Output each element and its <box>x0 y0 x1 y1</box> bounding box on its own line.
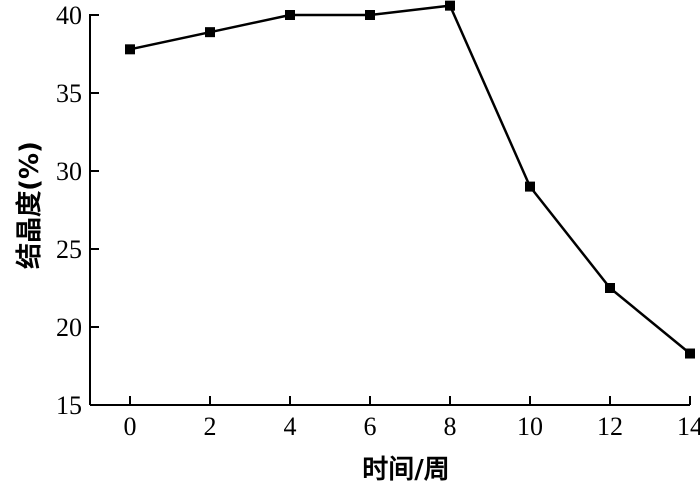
x-tick-label: 6 <box>364 412 377 441</box>
x-tick-label: 0 <box>124 412 137 441</box>
x-tick-label: 14 <box>677 412 700 441</box>
y-tick-label: 35 <box>56 79 82 108</box>
data-point-marker <box>605 283 615 293</box>
series-group <box>125 0 695 359</box>
axes <box>89 14 690 406</box>
x-tick-label: 10 <box>517 412 543 441</box>
x-axis-title: 时间/周 <box>362 455 450 485</box>
x-tick-label: 2 <box>204 412 217 441</box>
data-point-marker <box>205 27 215 38</box>
x-tick-label: 12 <box>597 412 623 441</box>
y-tick-label: 20 <box>56 313 82 342</box>
y-tick-label: 25 <box>56 235 82 264</box>
x-tick-label: 4 <box>284 412 297 441</box>
data-point-marker <box>365 10 375 20</box>
data-point-marker <box>525 181 535 192</box>
x-tick-label: 8 <box>444 412 457 441</box>
data-point-marker <box>445 0 455 11</box>
data-point-marker <box>125 44 135 55</box>
y-axis-title: 结晶度(%) <box>14 141 45 269</box>
y-axis-ticks: 15 20 25 30 35 40 <box>56 1 99 420</box>
series-line <box>129 4 691 355</box>
data-point-marker <box>685 348 695 359</box>
data-point-marker <box>285 10 295 20</box>
y-tick-label: 40 <box>56 1 82 30</box>
y-tick-label: 15 <box>56 391 82 420</box>
x-axis-ticks: 0 2 4 6 8 10 12 14 <box>124 396 700 441</box>
y-tick-label: 30 <box>56 157 82 186</box>
